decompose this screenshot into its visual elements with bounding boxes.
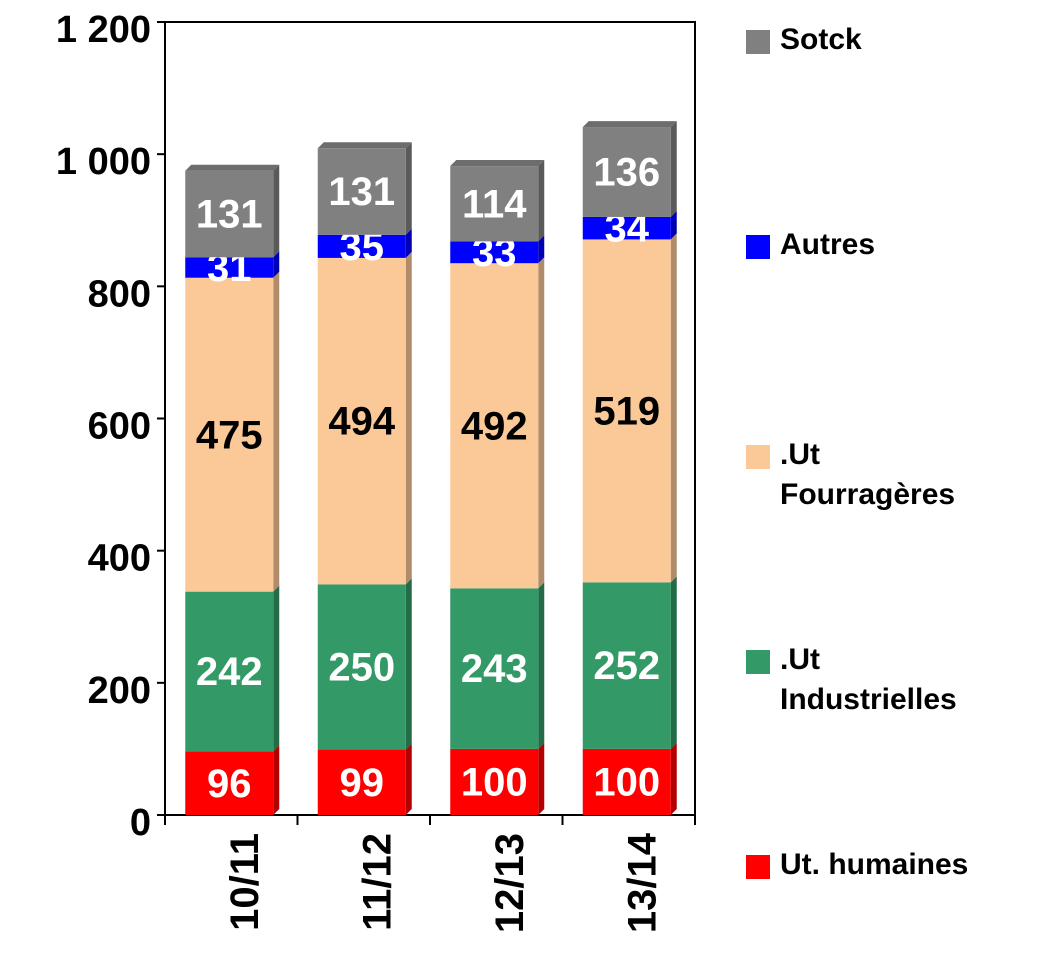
bar-segment bbox=[185, 591, 274, 752]
bar-side bbox=[273, 164, 280, 258]
bar-segment bbox=[317, 234, 406, 258]
bar-side bbox=[405, 251, 412, 585]
legend-item: .Ut Fourragères bbox=[746, 435, 1040, 515]
bar-side bbox=[273, 251, 280, 278]
data-label: 100 bbox=[461, 761, 528, 805]
data-label: 492 bbox=[461, 404, 528, 448]
bar-segment bbox=[185, 257, 274, 278]
bar-segment bbox=[317, 584, 406, 750]
data-label: 136 bbox=[593, 151, 660, 195]
data-label: 131 bbox=[196, 193, 263, 237]
bar-top bbox=[582, 121, 677, 128]
data-label: 250 bbox=[328, 646, 395, 690]
bar-segment bbox=[317, 148, 406, 235]
bar-side bbox=[405, 142, 412, 235]
bar-side bbox=[405, 578, 412, 750]
bar-segment bbox=[582, 216, 671, 240]
legend-swatch bbox=[746, 650, 770, 674]
legend-label: .Ut Fourragères bbox=[780, 438, 956, 511]
bar-top bbox=[317, 142, 412, 149]
bar-side bbox=[273, 745, 280, 815]
bar-side bbox=[670, 121, 677, 217]
legend-swatch bbox=[746, 445, 770, 469]
data-label: 494 bbox=[328, 400, 395, 444]
y-tick-label: 0 bbox=[130, 802, 151, 844]
data-label: 243 bbox=[461, 647, 528, 691]
bar-segment bbox=[582, 239, 671, 583]
bar-side bbox=[273, 271, 280, 592]
legend-label: .Ut Industrielles bbox=[780, 643, 957, 716]
bar-side bbox=[670, 742, 677, 815]
bar-side bbox=[273, 585, 280, 752]
legend-item: .Ut Industrielles bbox=[746, 640, 1040, 720]
bar-segment bbox=[317, 749, 406, 815]
legend-item: Ut. humaines bbox=[746, 845, 1040, 885]
legend-swatch bbox=[746, 855, 770, 879]
legend-label: Ut. humaines bbox=[780, 848, 969, 881]
bar-side bbox=[538, 257, 545, 589]
data-label: 131 bbox=[328, 170, 395, 214]
bar-side bbox=[670, 233, 677, 583]
bar-side bbox=[538, 582, 545, 749]
bar-top bbox=[185, 164, 280, 171]
data-label: 242 bbox=[196, 650, 263, 694]
legend-swatch bbox=[746, 235, 770, 259]
bar-segment bbox=[450, 748, 539, 815]
bar-side bbox=[538, 742, 545, 815]
data-label: 96 bbox=[207, 762, 252, 806]
data-label: 475 bbox=[196, 413, 263, 457]
bar-segment bbox=[450, 263, 539, 589]
data-label: 114 bbox=[462, 182, 527, 226]
y-tick-label: 800 bbox=[88, 273, 151, 315]
x-tick-label: 13/14 bbox=[620, 832, 664, 933]
data-label: 519 bbox=[593, 389, 660, 433]
y-tick-label: 400 bbox=[88, 538, 151, 580]
y-tick-label: 200 bbox=[88, 670, 151, 712]
data-label: 99 bbox=[340, 761, 385, 805]
bar-segment bbox=[450, 166, 539, 242]
legend-item: Autres bbox=[746, 225, 1040, 265]
bar-segment bbox=[185, 751, 274, 815]
y-tick-label: 600 bbox=[88, 406, 151, 448]
legend-label: Autres bbox=[780, 228, 876, 261]
x-tick-label: 10/11 bbox=[223, 833, 267, 931]
bar-side bbox=[538, 235, 545, 264]
bar-segment bbox=[185, 170, 274, 258]
bar-segment bbox=[450, 588, 539, 749]
data-label: 252 bbox=[593, 644, 660, 688]
x-tick-label: 11/12 bbox=[355, 833, 399, 931]
legend-label: Sotck bbox=[780, 23, 862, 56]
bar-side bbox=[405, 228, 412, 258]
bar-side bbox=[405, 743, 412, 815]
x-tick-label: 12/13 bbox=[488, 833, 532, 933]
bar-segment bbox=[582, 127, 671, 217]
legend-item: Sotck bbox=[746, 20, 1040, 60]
bar-segment bbox=[185, 277, 274, 592]
bar-side bbox=[538, 160, 545, 242]
y-tick-label: 1 000 bbox=[56, 141, 151, 183]
legend-swatch bbox=[746, 30, 770, 54]
bar-segment bbox=[450, 241, 539, 264]
y-tick-label: 1 200 bbox=[56, 9, 151, 51]
bar-top bbox=[450, 160, 545, 167]
data-label: 100 bbox=[593, 761, 660, 805]
bar-segment bbox=[582, 582, 671, 749]
bar-segment bbox=[317, 257, 406, 585]
bar-side bbox=[670, 576, 677, 749]
bar-side bbox=[670, 210, 677, 240]
bar-segment bbox=[582, 748, 671, 815]
